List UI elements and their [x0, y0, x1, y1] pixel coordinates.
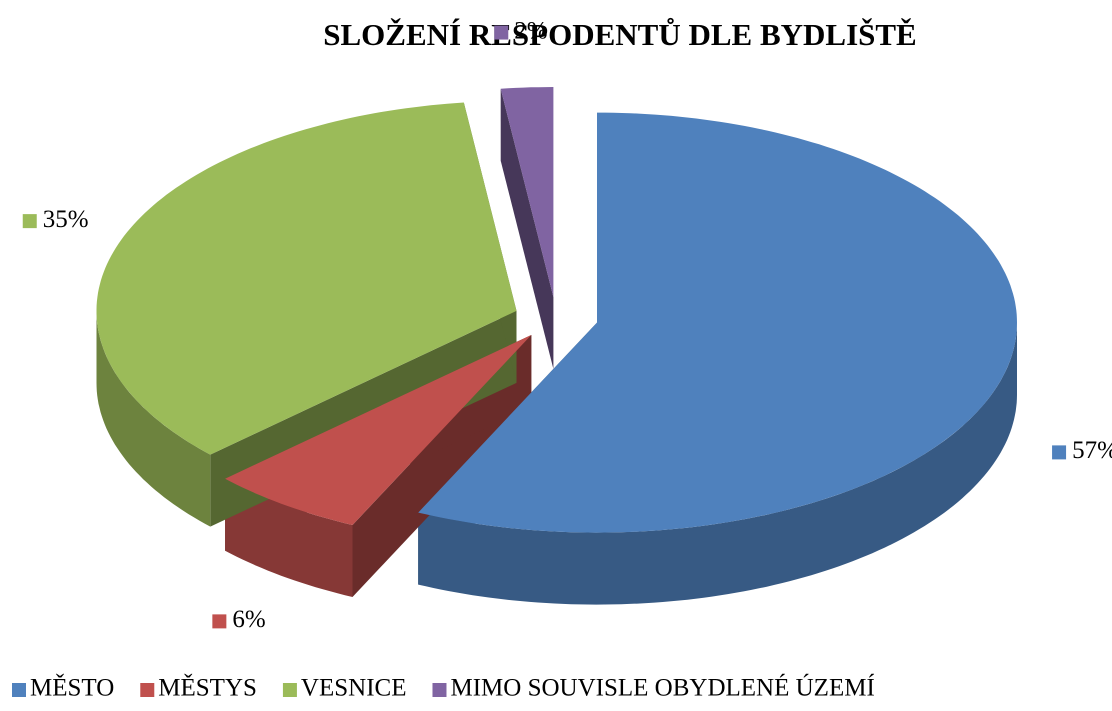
slice-wall	[418, 322, 1017, 605]
slice-wall	[225, 478, 353, 597]
legend-key	[140, 683, 155, 697]
label-key	[22, 214, 37, 229]
legend-label: MĚSTO	[30, 674, 114, 702]
legend-label: MIMO SOUVISLE OBYDLENÉ ÚZEMÍ	[450, 674, 874, 702]
data-label: 57%	[1072, 437, 1112, 464]
slice	[500, 87, 554, 297]
legend-key	[432, 683, 447, 697]
legend-label: MĚSTYS	[158, 674, 257, 702]
legend-label: VESNICE	[301, 675, 407, 702]
label-key	[212, 614, 227, 629]
data-label: 6%	[232, 606, 265, 633]
slice	[418, 112, 1017, 533]
legend-key	[282, 683, 297, 697]
label-key	[1052, 445, 1067, 460]
label-key	[494, 25, 509, 40]
data-label: 2%	[514, 17, 547, 44]
slice	[96, 102, 517, 455]
legend-key	[12, 683, 26, 697]
slice	[225, 335, 532, 525]
slice-wall	[96, 310, 211, 527]
slice-side	[500, 88, 554, 369]
data-label: 35%	[43, 206, 89, 233]
chart-title: SLOŽENÍ RESPODENTŮ DLE BYDLIŠTĚ	[323, 16, 916, 52]
